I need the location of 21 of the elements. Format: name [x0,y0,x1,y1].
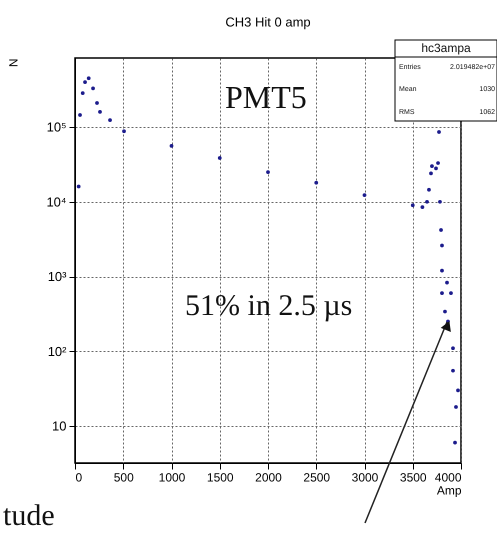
x-tick-label: 500 [114,470,134,484]
x-axis-title: Amp [436,484,462,498]
text: tude [3,499,55,532]
text: hc3ampa [421,41,472,55]
x-tick-label: 1000 [158,470,186,484]
y-tick-label: 10 [52,418,66,434]
x-tick-label: 3500 [400,470,427,484]
annotation: PMT5 [225,79,307,115]
x-tick-label: 0 [76,470,82,484]
annotation: 51% in 2.5 µs [185,289,352,322]
x-tick-label: 4000 [434,470,462,484]
x-tick-label: 3000 [352,470,379,484]
x-tick-label: 1500 [206,470,234,484]
x-tick-label: 2000 [255,470,282,484]
y-tick-label: 10² [48,344,68,359]
x-tick-label: 2500 [303,470,330,484]
y-tick-label: 10⁵ [46,120,66,135]
y-tick-label: 10³ [48,269,68,284]
y-tick-label: 10⁴ [46,194,66,210]
y-axis-title: N [6,58,20,68]
chart-title: CH3 Hit 0 amp [225,14,311,30]
